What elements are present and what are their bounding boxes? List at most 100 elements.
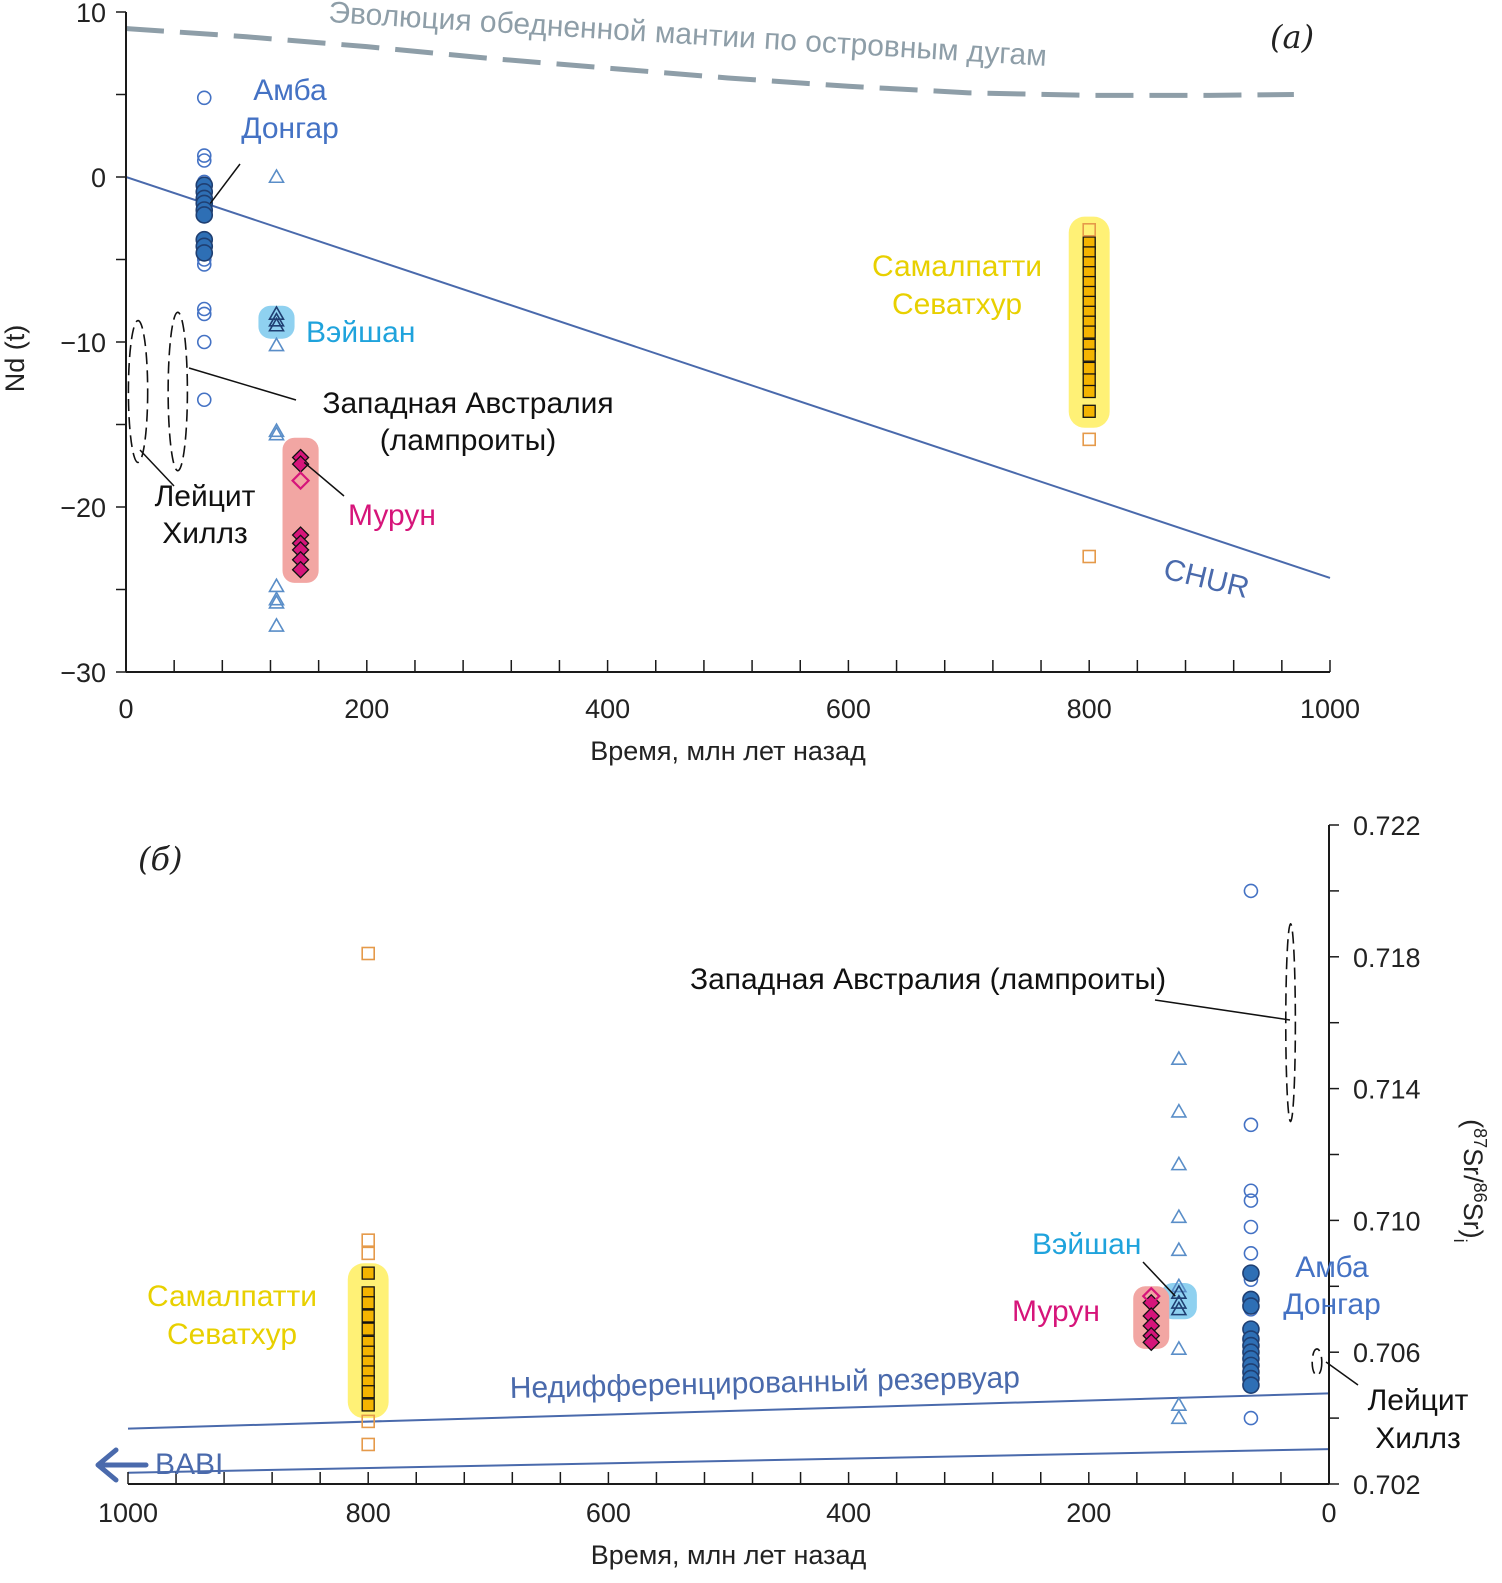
samal-filled-point [361,1398,375,1412]
murun-highlight [282,437,319,583]
amba-open-point [1243,1117,1259,1133]
mantle-label: Эволюция обедненной мантии по островным … [328,0,1048,73]
weishan-open-point [1170,1208,1188,1224]
amba-open-point [196,148,212,163]
babi-arrow-icon [95,1447,149,1483]
annotation-samal-line: Самалпатти [872,250,1042,283]
weishan-open-point [268,168,285,184]
y-tick-label: 0 [91,163,106,193]
weishan-open-point [1170,1340,1188,1355]
samal-filled-point [361,1309,375,1323]
weishan-filled-point [268,316,285,332]
y-axis-title: (87Sr/86Sr)i [1450,1119,1490,1243]
samal-filled-point [1082,404,1096,418]
annotation-leucite: Лейцит Хиллз [1368,1384,1469,1455]
weishan-open-point [1170,1277,1188,1293]
y-axis-title-part: 87 [1470,1128,1490,1148]
annotation-samal: Самалпатти Севатхур [147,1280,317,1351]
weishan-filled-point [268,311,285,327]
y-tick-label: 0.718 [1353,943,1421,973]
murun-filled-point [1142,1333,1161,1352]
x-tick-label: 200 [344,694,389,724]
annotation-amba-line: Донгар [241,112,339,145]
weishan-open-point [1170,1050,1188,1065]
amba-open-point [1243,1246,1259,1261]
weishan-open-point [268,577,285,593]
chur-line [125,176,1331,579]
samal-open-point [361,1246,376,1261]
samal-open-point [1082,223,1096,237]
annotation-west-australia: Западная Австралия (лампроиты) [322,387,613,457]
amba-open-point [196,392,212,408]
y-tick-label: −30 [60,658,106,688]
murun-open-point [291,471,311,491]
amba-open-point [1243,1183,1259,1199]
amba-filled-point [1242,1297,1260,1315]
mantle-line [125,26,1294,98]
weishan-open-point [1170,1409,1188,1425]
y-axis-title-part: ( [1458,1119,1488,1128]
samal-filled-point [361,1296,375,1310]
x-tick-label: 800 [346,1498,391,1528]
x-tick-label: 400 [826,1498,871,1528]
weishan-highlight [258,305,295,339]
samal-filled-point [1082,384,1096,399]
amba-filled-point [1242,1264,1260,1282]
samal-filled-point [1082,348,1096,362]
annotation-murun: Мурун [348,499,436,532]
annotation-leucite-line: Хиллз [1375,1422,1461,1455]
annotation-amba: Амба Донгар [1283,1251,1381,1321]
annotation-samal-line: Севатхур [167,1318,297,1351]
samal-open-point [361,946,376,961]
leader-leucite [1325,1361,1359,1386]
y-tick-label: 0.710 [1353,1206,1421,1236]
annotation-amba-line: Донгар [1283,1288,1381,1321]
samal-open-point [361,1414,376,1429]
samal-open-point [361,1233,376,1247]
amba-open-point [196,90,212,106]
weishan-open-point [268,590,285,606]
samal-filled-point [361,1385,375,1399]
leucite-ellipse [127,319,149,464]
undiff-line [127,1392,1330,1430]
x-tick-label: 600 [826,694,871,724]
weishan-open-point [1170,1396,1188,1411]
weishan-open-point [268,336,285,352]
panel-a: 0 200 400 600 800 1000 −30 −20 −10 0 10 Время, млн … [0,0,1360,766]
x-tick-label: 1000 [98,1498,158,1528]
samal-filled-point [361,1266,375,1280]
y-axis-title-part: Sr) [1458,1203,1488,1239]
weishan-filled-point [1170,1284,1188,1299]
samal-filled-point [1082,373,1096,387]
murun-open-point [1141,1286,1161,1306]
leader-leucite [139,449,175,487]
leader-west-australia [188,367,297,401]
y-tick-label: 10 [76,0,106,28]
babi-line [127,1448,1330,1474]
weishan-open-point [268,425,285,441]
samal-filled-point [1082,361,1096,376]
samal-filled-point [1082,325,1096,339]
y-axis-title-part: 86 [1470,1183,1490,1203]
weishan-open-point [268,422,285,438]
leader-weishan [1142,1261,1176,1297]
y-tick-label: −20 [60,493,106,523]
x-tick-label: 800 [1067,694,1112,724]
annotation-samal: Самалпатти Севатхур [872,250,1042,321]
annotation-leucite: Лейцит Хиллз [155,480,256,550]
y-axis-title: Nd (t) [0,325,30,393]
amba-open-point [1243,1219,1259,1235]
panel-label: (a) [1270,18,1314,56]
leader-murun [303,461,345,497]
annotation-samal-line: Севатхур [892,288,1022,321]
amba-open-point [1243,883,1259,899]
west-australia-ellipse [167,311,189,472]
undiff-label: Недифференцированный резервуар [509,1361,1020,1405]
y-axis-title-part: Sr/ [1458,1148,1488,1183]
annotation-leucite-line: Лейцит [155,480,256,513]
amba-filled-point [195,244,214,262]
amba-open-point [1243,1193,1259,1208]
weishan-open-point [268,594,285,609]
samal-filled-point [361,1322,375,1336]
